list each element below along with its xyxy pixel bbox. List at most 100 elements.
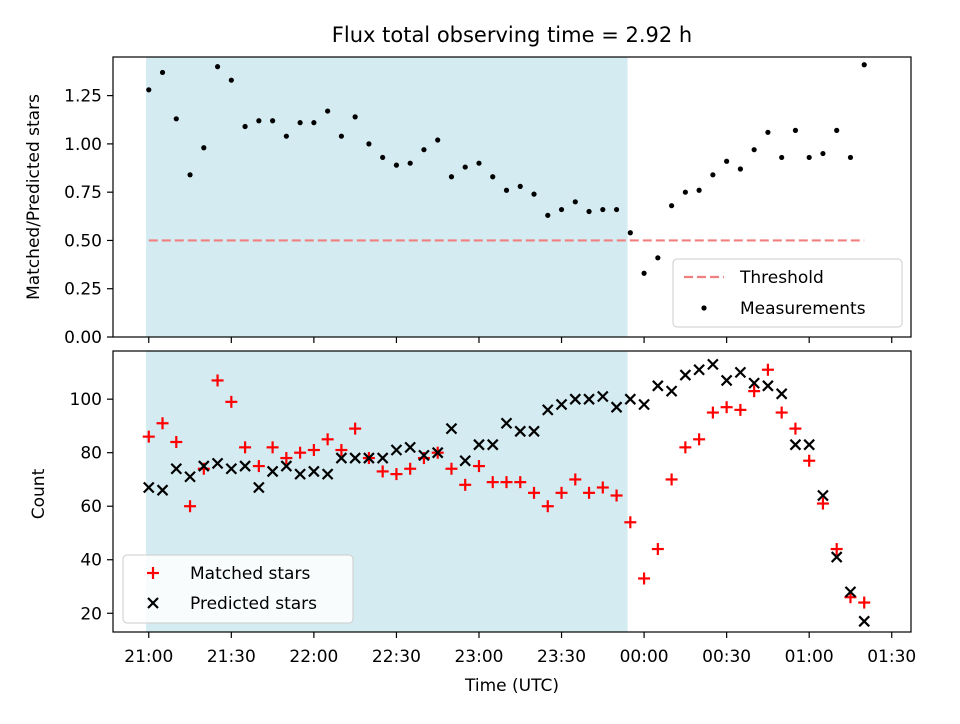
- legend-matched-swatch: [147, 567, 159, 579]
- predicted-star-point: [404, 441, 416, 454]
- predicted-star-point: [321, 468, 334, 480]
- top-shaded-region: [146, 57, 628, 337]
- measurement-point: [297, 120, 303, 126]
- predicted-star-point: [665, 385, 678, 397]
- predicted-star-point: [748, 377, 760, 389]
- measurement-point: [311, 120, 317, 126]
- measurement-point: [146, 87, 152, 93]
- matched-star-point: [500, 476, 513, 489]
- top-y-tick-label: 1.00: [64, 135, 102, 155]
- measurement-point: [696, 187, 702, 193]
- measurement-point: [765, 129, 771, 135]
- measurement-point: [352, 114, 358, 120]
- predicted-star-point: [184, 471, 196, 483]
- matched-star-point: [789, 422, 802, 435]
- legend-predicted-swatch: [147, 597, 159, 609]
- matched-star-point: [665, 473, 678, 486]
- predicted-star-point: [514, 425, 527, 438]
- matched-star-point: [761, 363, 774, 376]
- matched-star-point: [184, 500, 197, 513]
- matched-star-point: [239, 441, 252, 454]
- chart-title: Flux total observing time = 2.92 h: [332, 23, 692, 47]
- measurement-point: [613, 206, 620, 213]
- predicted-star-point: [459, 454, 471, 467]
- matched-star-point: [459, 478, 472, 491]
- matched-star-point: [211, 374, 224, 387]
- measurement-point: [806, 154, 812, 161]
- measurement-point: [627, 230, 633, 236]
- predicted-star-point: [294, 468, 306, 480]
- measurement-point: [545, 212, 551, 218]
- matched-star-point: [734, 403, 747, 416]
- matched-star-point: [266, 441, 279, 454]
- x-tick-label: 23:00: [454, 647, 503, 667]
- legend-threshold-label: Threshold: [739, 268, 824, 288]
- measurement-point: [270, 118, 276, 124]
- predicted-star-point: [335, 452, 348, 464]
- measurements-series: [146, 62, 867, 276]
- matched-star-point: [335, 444, 348, 457]
- predicted-star-point: [253, 481, 265, 494]
- top-y-tick-label: 0.75: [64, 183, 102, 203]
- predicted-star-point: [569, 393, 582, 405]
- matched-star-point: [294, 446, 307, 459]
- predicted-star-point: [624, 393, 637, 405]
- matched-stars-series: [142, 363, 871, 609]
- bottom-legend: Matched stars Predicted stars: [122, 554, 354, 624]
- predicted-star-point: [555, 398, 568, 411]
- legend-measurements-swatch: [701, 305, 707, 311]
- predicted-star-point: [638, 398, 650, 411]
- matched-star-point: [156, 417, 169, 430]
- matched-star-point: [472, 460, 485, 473]
- matched-star-point: [225, 395, 238, 408]
- measurement-point: [834, 127, 840, 133]
- predicted-star-point: [431, 446, 444, 459]
- bottom-y-tick-label: 60: [80, 497, 102, 517]
- matched-star-point: [445, 462, 458, 475]
- predicted-star-point: [349, 452, 361, 464]
- predicted-star-point: [211, 457, 224, 470]
- measurement-point: [861, 62, 867, 68]
- top-panel: 0.00 0.25 0.50 0.75 1.00 1.25 Matched/Predict…: [24, 56, 912, 348]
- measurement-point: [256, 118, 262, 124]
- legend-matched-label: Matched stars: [190, 564, 310, 584]
- matched-star-point: [569, 473, 582, 486]
- predicted-star-point: [830, 551, 843, 563]
- x-tick-label: 00:00: [620, 647, 669, 667]
- predicted-star-point: [720, 374, 733, 387]
- x-tick-label: 22:30: [372, 647, 421, 667]
- predicted-star-point: [844, 586, 857, 598]
- top-y-tick-label: 1.25: [64, 87, 102, 107]
- predicted-star-point: [198, 460, 210, 472]
- measurement-point: [421, 147, 427, 153]
- measurement-point: [531, 191, 537, 197]
- measurement-point: [779, 154, 785, 161]
- matched-star-point: [321, 433, 334, 446]
- matched-star-point: [404, 462, 417, 475]
- measurement-point: [586, 208, 592, 215]
- measurement-point: [435, 137, 441, 143]
- predicted-star-point: [652, 380, 664, 392]
- predicted-star-point: [486, 438, 499, 451]
- predicted-star-point: [225, 462, 238, 475]
- predicted-star-point: [762, 380, 774, 392]
- matched-star-point: [624, 516, 637, 529]
- legend-predicted-label: Predicted stars: [190, 594, 317, 614]
- matched-star-point: [528, 486, 541, 499]
- measurement-point: [338, 133, 344, 139]
- measurement-point: [187, 172, 193, 178]
- matched-star-point: [307, 444, 320, 457]
- measurement-point: [792, 127, 799, 133]
- measurement-point: [476, 160, 482, 166]
- measurement-point: [380, 154, 386, 161]
- measurement-point: [173, 116, 179, 122]
- predicted-star-point: [363, 452, 375, 464]
- measurement-point: [325, 108, 331, 114]
- bottom-legend-box: [122, 554, 354, 624]
- x-tick-label: 00:30: [702, 647, 751, 667]
- top-plot-frame: [112, 56, 912, 338]
- bottom-x-ticks: 21:00 21:30 22:00 22:30 23:00 23:30 00:00 00:30…: [124, 632, 916, 667]
- matched-star-point: [693, 433, 706, 446]
- predicted-star-point: [541, 404, 554, 416]
- x-tick-label: 01:30: [867, 647, 916, 667]
